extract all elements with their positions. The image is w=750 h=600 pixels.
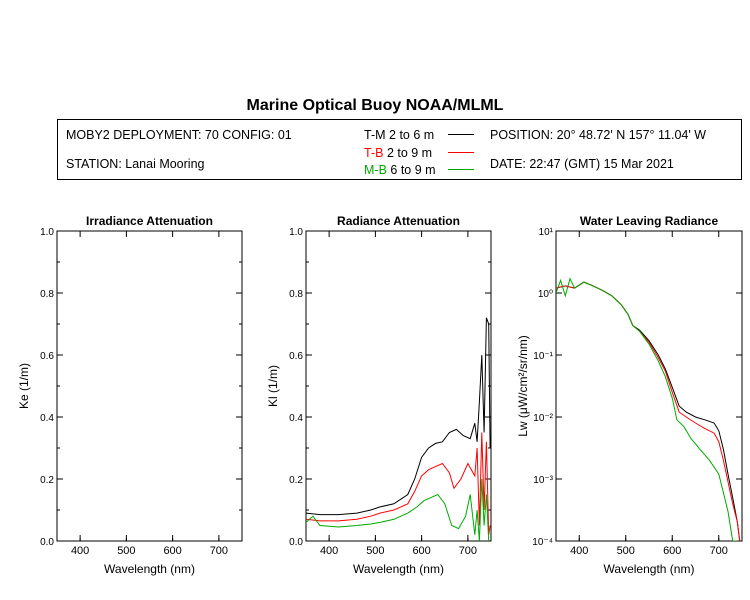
- y-tick-label: 0.6: [289, 351, 303, 362]
- legend-code-tm: T-M: [364, 128, 386, 142]
- y-tick-label: 10⁻²: [533, 413, 553, 424]
- legend-code-tb: T-B: [364, 146, 384, 160]
- y-axis-label: Lw (μW/cm²/sr/nm): [516, 335, 530, 437]
- x-axis-label: Wavelength (nm): [604, 562, 695, 576]
- series-line-t-m: [306, 317, 491, 516]
- legend-depth-mb: 6 to 9 m: [390, 163, 436, 177]
- legend-depth-tm: 2 to 6 m: [389, 128, 435, 142]
- series-line-m-b: [556, 277, 738, 541]
- legend-entry-tm: T-M 2 to 6 m: [364, 128, 434, 142]
- y-tick-label: 0.0: [289, 537, 303, 548]
- x-tick-label: 600: [412, 545, 430, 557]
- x-tick-label: 400: [320, 545, 338, 557]
- x-axis-label: Wavelength (nm): [353, 562, 444, 576]
- plot-frame: [56, 230, 243, 542]
- y-tick-label: 0.6: [40, 351, 54, 362]
- y-tick-label: 1.0: [289, 227, 303, 238]
- y-tick-label: 1.0: [40, 227, 54, 238]
- x-tick-label: 500: [617, 545, 635, 557]
- y-axis-label: Kl (1/m): [266, 365, 280, 407]
- y-tick-label: 10⁻¹: [533, 351, 553, 362]
- x-tick-label: 400: [71, 545, 89, 557]
- deployment-info-box: MOBY2 DEPLOYMENT: 70 CONFIG: 01 STATION:…: [57, 119, 742, 180]
- y-tick-label: 0.2: [40, 475, 54, 486]
- y-tick-label: 0.8: [40, 289, 54, 300]
- x-tick-label: 500: [117, 545, 135, 557]
- series-line-m-b: [306, 478, 490, 541]
- plot-frame: [305, 230, 492, 542]
- x-axis-label: Wavelength (nm): [104, 562, 195, 576]
- y-tick-label: 10⁻⁴: [532, 537, 553, 548]
- y-tick-label: 10⁰: [538, 289, 553, 300]
- series-line-t-b: [556, 281, 741, 541]
- page-title: Marine Optical Buoy NOAA/MLML: [246, 97, 504, 114]
- chart-panel-2: Radiance Attenuation 400 500 600 700 0.0 0.2 0.…: [266, 214, 492, 576]
- series-line-t-b: [306, 432, 491, 535]
- chart-panel-1: Irradiance Attenuation 400 500 600 700 0.0 0.2…: [17, 214, 243, 576]
- x-tick-label: 700: [710, 545, 728, 557]
- chart-panel-3: Water Leaving Radiance 400 500 600 700 10⁻⁴ 10…: [516, 214, 743, 576]
- chart-title: Irradiance Attenuation: [86, 214, 213, 228]
- x-tick-label: 700: [210, 545, 228, 557]
- x-tick-label: 400: [570, 545, 588, 557]
- legend-line-mb: [448, 169, 474, 170]
- legend-entry-tb: T-B 2 to 9 m: [364, 146, 432, 160]
- legend-depth-tb: 2 to 9 m: [386, 146, 433, 160]
- legend-entry-mb: M-B 6 to 9 m: [364, 163, 436, 177]
- y-axis-label: Ke (1/m): [17, 363, 31, 409]
- legend-line-tb: [448, 152, 474, 153]
- y-tick-label: 0.2: [289, 475, 303, 486]
- y-tick-label: 10¹: [539, 227, 554, 238]
- legend-code-mb: M-B: [364, 163, 387, 177]
- plot-frame: [555, 230, 743, 542]
- legend-line-tm: [448, 134, 474, 135]
- x-tick-label: 700: [459, 545, 477, 557]
- y-tick-label: 10⁻³: [533, 475, 553, 486]
- deployment-label: MOBY2 DEPLOYMENT: 70 CONFIG: 01: [66, 128, 292, 142]
- chart-title: Water Leaving Radiance: [580, 214, 719, 228]
- y-tick-label: 0.0: [40, 537, 54, 548]
- station-label: STATION: Lanai Mooring: [66, 157, 205, 171]
- chart-title: Radiance Attenuation: [337, 214, 460, 228]
- position-label: POSITION: 20° 48.72' N 157° 11.04' W: [490, 128, 707, 142]
- x-tick-label: 500: [366, 545, 384, 557]
- x-tick-label: 600: [163, 545, 181, 557]
- y-tick-label: 0.4: [289, 413, 303, 424]
- y-tick-label: 0.8: [289, 289, 303, 300]
- series-line-t-m: [556, 281, 741, 541]
- y-tick-label: 0.4: [40, 413, 54, 424]
- x-tick-label: 600: [663, 545, 681, 557]
- date-label: DATE: 22:47 (GMT) 15 Mar 2021: [490, 157, 674, 171]
